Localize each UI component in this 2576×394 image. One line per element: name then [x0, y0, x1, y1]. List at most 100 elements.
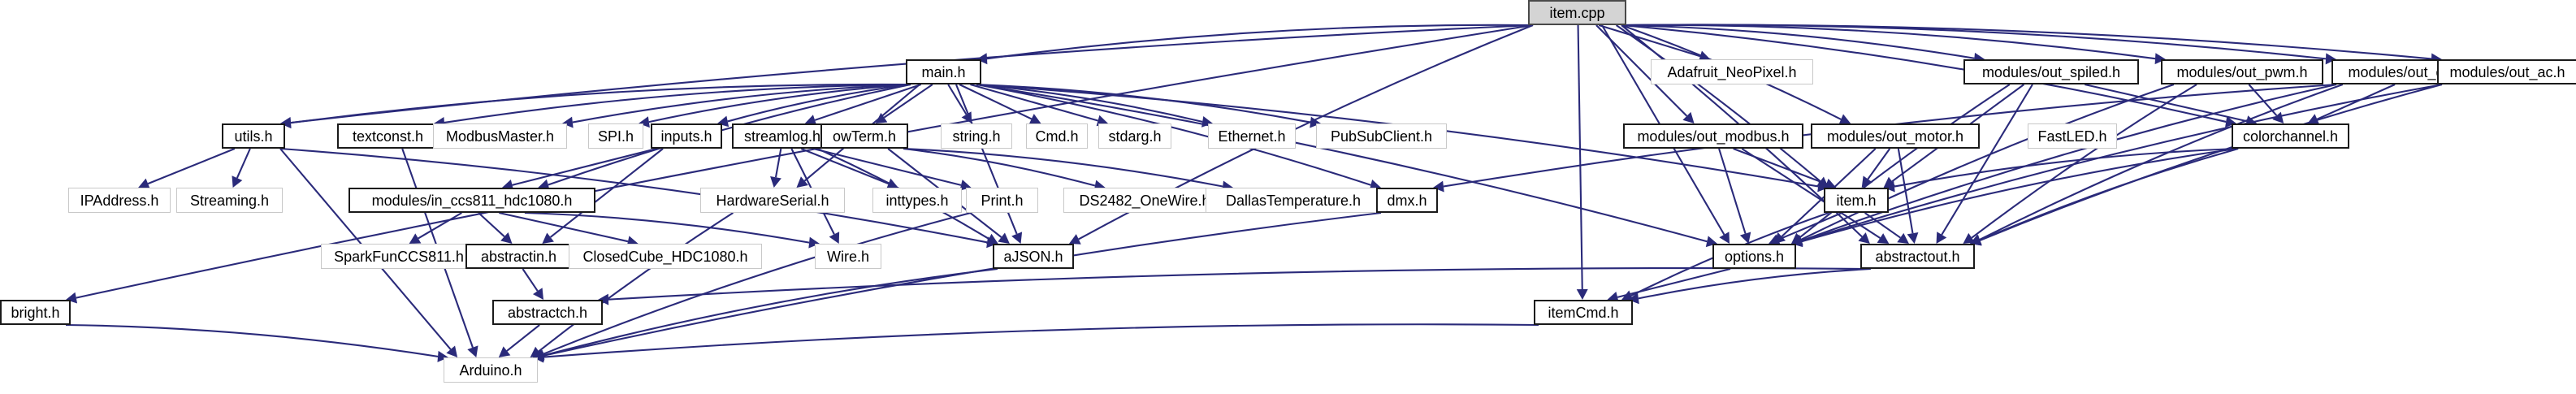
graph-edge-streamlog-to-inttypes-h — [800, 148, 890, 185]
graph-node-arduino-h[interactable]: Arduino.h — [444, 357, 538, 383]
graph-node-item-cpp[interactable]: item.cpp — [1528, 0, 1626, 25]
graph-arrowhead — [1069, 234, 1081, 245]
graph-edge-out-pwm-to-options-h — [1800, 84, 2175, 240]
graph-edge-abstractin-to-abstractch — [522, 268, 539, 292]
graph-node-string-h[interactable]: string.h — [941, 123, 1012, 149]
graph-node-inttypes-h[interactable]: inttypes.h — [872, 188, 962, 213]
graph-edge-main-h-to-textconst — [444, 83, 911, 123]
graph-arrowhead — [1576, 288, 1588, 300]
graph-arrowhead — [1096, 115, 1109, 127]
graph-node-wire-h[interactable]: Wire.h — [815, 244, 881, 269]
graph-edge-owterm-to-dallastemp — [903, 147, 1223, 188]
graph-arrowhead — [639, 116, 650, 128]
graph-arrowhead — [875, 112, 888, 123]
graph-edge-hardwareserial-to-arduino-h — [538, 212, 734, 353]
graph-node-utils-h[interactable]: utils.h — [222, 123, 285, 149]
graph-node-ipaddress[interactable]: IPAddress.h — [68, 188, 171, 213]
graph-node-spi-h[interactable]: SPI.h — [588, 123, 643, 149]
graph-node-ds2482[interactable]: DS2482_OneWire.h — [1063, 188, 1226, 213]
graph-edge-out-motor-to-item-h — [1867, 148, 1891, 180]
graph-node-bright-h[interactable]: bright.h — [0, 300, 71, 325]
graph-edge-main-h-to-string-h — [947, 84, 968, 115]
graph-edge-item-cpp-to-itemcmd — [1577, 24, 1583, 290]
graph-node-out-pwm[interactable]: modules/out_pwm.h — [2161, 59, 2323, 84]
graph-arrowhead — [2325, 53, 2336, 65]
graph-arrowhead — [409, 233, 422, 244]
graph-arrowhead — [232, 175, 243, 188]
graph-edge-options-h-to-itemcmd — [1617, 267, 1731, 298]
graph-edge-colorchannel-to-options-h — [1801, 147, 2237, 243]
graph-arrowhead — [437, 350, 448, 362]
graph-edge-out-modbus-to-abstractout — [1741, 148, 1881, 239]
graph-node-fastled[interactable]: FastLED.h — [2028, 123, 2117, 149]
graph-arrowhead — [1969, 235, 1982, 246]
graph-arrowhead — [1907, 232, 1919, 244]
graph-node-inputs-h[interactable]: inputs.h — [651, 123, 722, 149]
graph-node-ajson-h[interactable]: aJSON.h — [993, 244, 1074, 269]
graph-arrowhead — [1897, 232, 1909, 244]
graph-edge-itemcmd-to-arduino-h — [543, 323, 1539, 358]
graph-edge-out-dmx-to-abstractout — [1979, 84, 2344, 240]
graph-node-adafruit[interactable]: Adafruit_NeoPixel.h — [1651, 59, 1813, 84]
graph-edge-main-h-to-ajson-h — [955, 84, 1018, 235]
graph-edge-main-h-to-owterm — [883, 84, 933, 119]
graph-arrowhead — [2272, 111, 2284, 123]
graph-edge-main-h-to-in-ccs811 — [548, 83, 911, 186]
graph-node-dallastemp[interactable]: DallasTemperature.h — [1206, 188, 1381, 213]
graph-node-abstractch[interactable]: abstractch.h — [492, 300, 603, 325]
graph-node-ethernet-h[interactable]: Ethernet.h — [1208, 123, 1296, 149]
graph-edge-item-cpp-to-bright-h — [76, 24, 1534, 299]
graph-arrowhead — [796, 176, 808, 188]
graph-node-colorchannel[interactable]: colorchannel.h — [2232, 123, 2349, 149]
graph-edge-inputs-h-to-in-ccs811 — [512, 147, 657, 186]
graph-node-out-modbus[interactable]: modules/out_modbus.h — [1623, 123, 1803, 149]
graph-edge-main-h-to-dmx-h — [976, 83, 1371, 186]
graph-edge-item-cpp-to-colorchannel — [1621, 24, 2227, 123]
graph-edge-utils-h-to-ipaddress — [147, 148, 236, 185]
graph-node-out-motor[interactable]: modules/out_motor.h — [1811, 123, 1980, 149]
graph-edge-abstractch-to-arduino-h — [506, 324, 540, 352]
graph-arrowhead — [1719, 232, 1730, 244]
graph-edge-out-modbus-to-item-h — [1733, 148, 1827, 185]
graph-arrowhead — [533, 349, 544, 362]
graph-node-streamlog[interactable]: streamlog.h — [732, 123, 833, 149]
graph-edge-out-dmx-to-colorchannel — [2316, 84, 2396, 120]
graph-node-item-h[interactable]: item.h — [1824, 188, 1889, 213]
graph-arrowhead — [1433, 180, 1444, 193]
graph-node-closedcube[interactable]: ClosedCube_HDC1080.h — [569, 244, 762, 269]
graph-arrowhead — [446, 345, 458, 357]
graph-edge-item-cpp-to-out-modbus — [1595, 24, 1688, 117]
graph-arrowhead — [280, 117, 292, 129]
graph-edge-utils-h-to-streaming-h — [236, 148, 251, 179]
graph-node-main-h[interactable]: main.h — [906, 59, 981, 84]
graph-arrowhead — [1310, 116, 1321, 128]
graph-arrowhead — [561, 116, 574, 128]
graph-node-options-h[interactable]: options.h — [1712, 244, 1796, 269]
graph-node-out-spiled[interactable]: modules/out_spiled.h — [1963, 59, 2139, 84]
graph-node-print-h[interactable]: Print.h — [966, 188, 1038, 213]
graph-node-out-ac[interactable]: modules/out_ac.h — [2437, 59, 2576, 84]
graph-edge-out-spiled-to-abstractout — [1941, 84, 2033, 236]
graph-node-hardwareserial[interactable]: HardwareSerial.h — [700, 188, 845, 213]
graph-node-in-ccs811[interactable]: modules/in_ccs811_hdc1080.h — [349, 188, 595, 213]
graph-node-pubsubclient[interactable]: PubSubClient.h — [1316, 123, 1447, 149]
graph-node-cmd-h[interactable]: Cmd.h — [1026, 123, 1088, 149]
graph-node-owterm[interactable]: owTerm.h — [820, 123, 908, 149]
graph-arrowhead — [1028, 114, 1041, 124]
graph-edge-ajson-h-to-arduino-h — [543, 267, 998, 357]
graph-node-stdarg-h[interactable]: stdarg.h — [1098, 123, 1171, 149]
graph-edge-abstractout-to-itemcmd — [1638, 267, 1871, 300]
graph-node-sparkfun[interactable]: SparkFunCCS811.h — [321, 244, 477, 269]
graph-edge-out-pwm-to-colorchannel — [2248, 84, 2278, 117]
graph-node-itemcmd[interactable]: itemCmd.h — [1534, 300, 1633, 325]
graph-node-streaming-h[interactable]: Streaming.h — [176, 188, 283, 213]
graph-node-dmx-h[interactable]: dmx.h — [1376, 188, 1438, 213]
graph-arrowhead — [1739, 232, 1751, 244]
graph-node-textconst[interactable]: textconst.h — [337, 123, 439, 149]
graph-arrowhead — [2225, 116, 2236, 128]
graph-node-abstractout[interactable]: abstractout.h — [1860, 244, 1975, 269]
graph-arrowhead — [538, 179, 550, 191]
graph-node-abstractin[interactable]: abstractin.h — [465, 244, 572, 269]
graph-node-modbusmaster[interactable]: ModbusMaster.h — [433, 123, 567, 149]
